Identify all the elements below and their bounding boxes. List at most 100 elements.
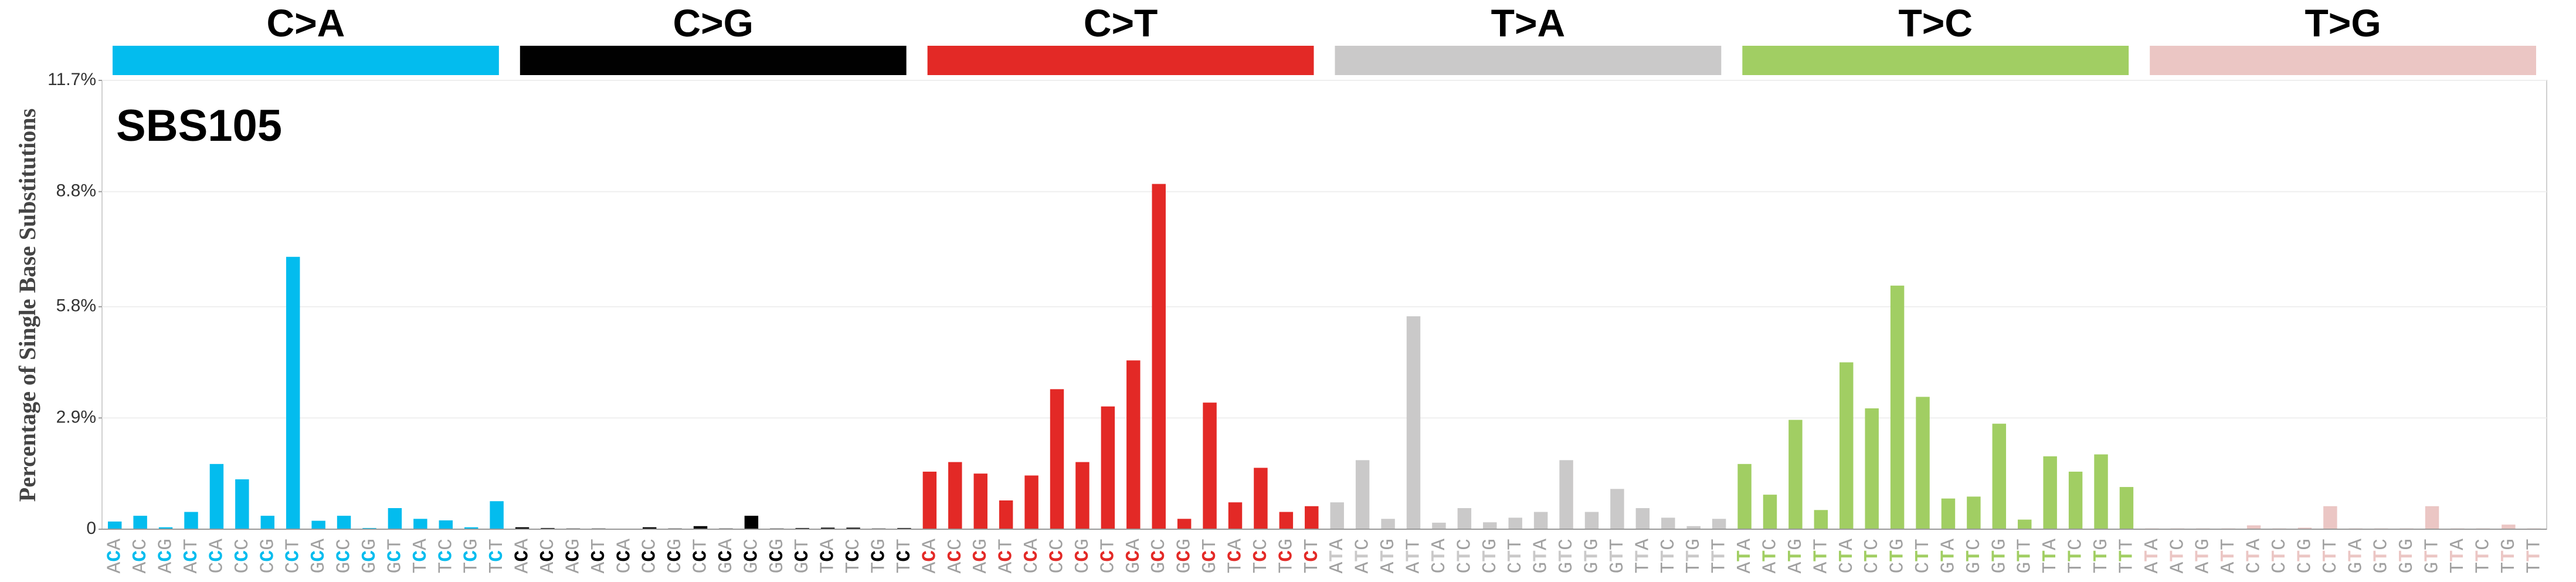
y-axis-label: Percentage of Single Base Substitutions	[14, 109, 40, 502]
x-tick-label: GCT	[792, 539, 813, 573]
plot-frame	[101, 80, 2547, 530]
group-label: T>G	[2305, 1, 2381, 45]
x-tick-label: TTC	[2472, 539, 2494, 573]
bar	[209, 463, 224, 529]
x-tick-label: TTT	[2523, 539, 2545, 573]
x-tick-label: CTA	[1835, 539, 1857, 574]
x-tick-label: CTG	[2294, 539, 2316, 573]
x-tick-label: ATC	[1352, 539, 1373, 573]
x-tick-label: GTG	[2396, 539, 2418, 573]
x-tick-label: GTT	[1607, 539, 1628, 573]
bar	[1533, 512, 1548, 529]
x-tick-label: TTT	[2116, 539, 2137, 573]
group-label: T>C	[1898, 1, 1973, 45]
x-tick-label: ATG	[1785, 539, 1807, 573]
bar	[1432, 522, 1446, 529]
bar	[388, 508, 402, 529]
bar	[1101, 406, 1115, 529]
bar	[1763, 495, 1777, 529]
x-tick-label: GCA	[308, 539, 330, 574]
group-label: C>A	[266, 1, 345, 45]
x-tick-label: CCC	[232, 539, 253, 573]
x-tick-label: GCG	[766, 539, 788, 573]
bar	[1967, 496, 1981, 529]
bar	[2043, 456, 2057, 529]
bar	[1126, 360, 1141, 529]
x-tick-label: TTA	[1632, 539, 1654, 574]
bar	[1941, 498, 1956, 529]
bar	[133, 516, 147, 529]
bar	[1737, 463, 1752, 529]
x-tick-label: TCC	[843, 539, 864, 573]
x-tick-label: TCA	[410, 539, 432, 574]
x-tick-label: ACT	[995, 539, 1017, 573]
x-tick-label: ACG	[155, 539, 177, 573]
bar	[1992, 424, 2007, 529]
bar	[515, 527, 530, 529]
bar	[260, 516, 275, 529]
x-tick-label: ACA	[919, 539, 941, 574]
x-tick-label: GCA	[715, 539, 737, 574]
x-tick-label: CCT	[282, 539, 304, 573]
x-tick-label: CCG	[664, 539, 686, 573]
x-tick-label: GCC	[333, 539, 355, 573]
bar	[235, 479, 249, 529]
x-tick-label: ACC	[537, 539, 559, 573]
group-bar	[927, 46, 1314, 75]
y-tick-label: 5.8%	[56, 296, 96, 316]
bar	[2068, 471, 2083, 529]
bar	[846, 527, 860, 529]
bar	[1355, 460, 1370, 529]
chart-title: SBS105	[116, 101, 282, 151]
x-tick-label: GCA	[1123, 539, 1145, 574]
y-tick-label: 0	[86, 519, 96, 538]
x-tick-label: TTA	[2039, 539, 2061, 574]
x-tick-label: ATC	[2167, 539, 2188, 573]
x-tick-label: TTG	[2498, 539, 2520, 573]
y-tick-label: 2.9%	[56, 407, 96, 427]
x-tick-label: GCC	[741, 539, 762, 573]
x-tick-label: TCA	[817, 539, 839, 574]
x-tick-label: TCT	[486, 539, 508, 573]
bar	[1686, 526, 1701, 529]
bar	[464, 527, 478, 529]
bar	[2094, 454, 2108, 529]
bar	[490, 501, 504, 529]
group-bar	[1335, 46, 1722, 75]
x-tick-label: ATT	[1403, 539, 1424, 573]
x-tick-label: GTT	[2014, 539, 2035, 573]
x-tick-label: CCA	[206, 539, 228, 574]
bar	[1152, 184, 1166, 529]
x-tick-label: GCG	[1173, 539, 1195, 573]
x-tick-label: TCC	[1250, 539, 1272, 573]
bar	[413, 519, 427, 529]
bar	[286, 256, 300, 529]
x-tick-label: CCT	[1097, 539, 1119, 573]
bar	[1050, 389, 1064, 529]
x-tick-label: ATA	[1734, 539, 1756, 574]
bar	[1788, 419, 1803, 529]
bar	[1203, 402, 1217, 529]
bar	[820, 527, 835, 529]
bar	[1839, 362, 1854, 529]
bar	[642, 527, 657, 529]
x-tick-label: GTG	[1988, 539, 2010, 573]
x-tick-label: CCC	[639, 539, 660, 573]
bar	[311, 520, 325, 529]
group-bar	[1742, 46, 2129, 75]
x-tick-label: GCG	[359, 539, 381, 573]
x-tick-label: ACA	[104, 539, 125, 574]
bar	[2297, 527, 2312, 529]
group-label: C>T	[1084, 1, 1158, 45]
x-tick-label: CTA	[2243, 539, 2265, 574]
bar	[2425, 506, 2439, 529]
x-tick-label: TTT	[1708, 539, 1730, 573]
x-tick-label: TCC	[435, 539, 457, 573]
x-tick-label: ACC	[945, 539, 966, 573]
bar	[158, 527, 173, 529]
x-tick-label: CTC	[2269, 539, 2290, 573]
x-tick-label: GTA	[1937, 539, 1959, 574]
bar	[1406, 316, 1421, 529]
x-tick-label: CTA	[1428, 539, 1450, 574]
x-tick-label: TCG	[1275, 539, 1297, 573]
